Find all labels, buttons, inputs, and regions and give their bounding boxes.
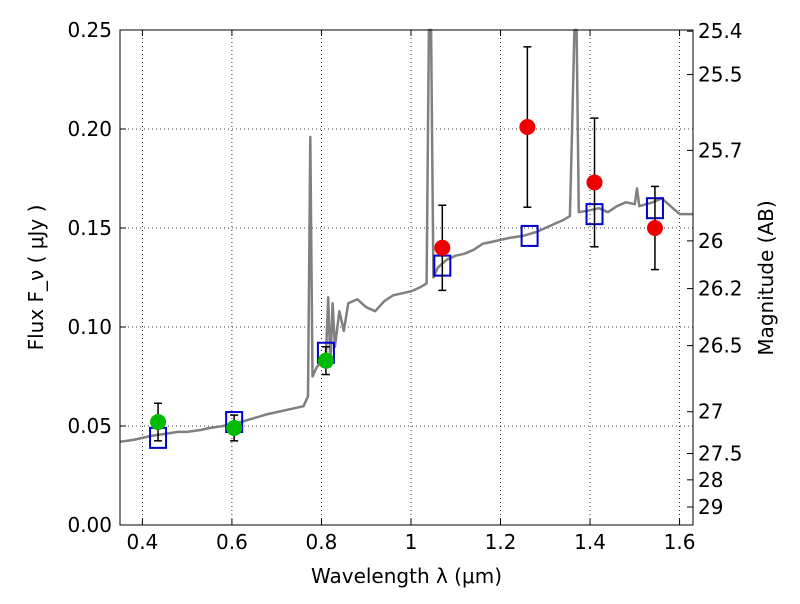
y-tick-label: 0.25	[67, 18, 112, 42]
magnitude-tick-label: 27	[698, 400, 723, 424]
optical-detection-point	[150, 414, 167, 431]
optical-detection-point	[226, 419, 243, 436]
plot-frame	[119, 29, 694, 526]
y2-axis-label: Magnitude (AB)	[754, 200, 778, 355]
nir-detection-point	[586, 174, 603, 191]
x-tick-label: 1.4	[574, 530, 606, 554]
y-axis-label: Flux F_ν ( μJy )	[24, 205, 48, 351]
series	[119, 28, 693, 449]
y-tick-label: 0.00	[67, 513, 112, 537]
x-tick-label: 0.8	[306, 530, 338, 554]
magnitude-tick-label: 25.5	[698, 63, 743, 87]
optical-detection-point	[317, 352, 334, 369]
magnitude-tick-label: 27.5	[698, 442, 743, 466]
x-tick-label: 1	[405, 530, 418, 554]
y-tick-label: 0.15	[67, 216, 112, 240]
x-tick-label: 1.6	[664, 530, 696, 554]
magnitude-tick-label: 29	[698, 495, 723, 519]
y-tick-label: 0.10	[67, 315, 112, 339]
y-tick-label: 0.20	[67, 117, 112, 141]
y-tick-label: 0.05	[67, 414, 112, 438]
nir-detection-point	[519, 119, 536, 136]
x-tick-label: 0.6	[216, 530, 248, 554]
x-axis-label: Wavelength λ (μm)	[311, 564, 502, 588]
model-spectrum-line	[119, 28, 693, 444]
axes: 0.4 0.6 0.8 1 1.2 1.4 1.6 0.00 0.05 0.10 0.15 0.20 0…	[67, 18, 742, 554]
magnitude-tick-label: 26.2	[698, 277, 743, 301]
magnitude-tick-label: 26	[698, 229, 723, 253]
model-photometry-marker	[520, 224, 539, 247]
nir-detection-point	[434, 239, 451, 256]
x-tick-label: 1.2	[485, 530, 517, 554]
x-tick-label: 0.4	[126, 530, 158, 554]
grid	[120, 30, 693, 525]
magnitude-tick-label: 25.4	[698, 19, 743, 43]
nir-detection-point	[646, 220, 663, 236]
magnitude-tick-label: 26.5	[698, 334, 743, 358]
magnitude-tick-label: 28	[698, 468, 723, 492]
magnitude-tick-label: 25.7	[698, 138, 743, 162]
